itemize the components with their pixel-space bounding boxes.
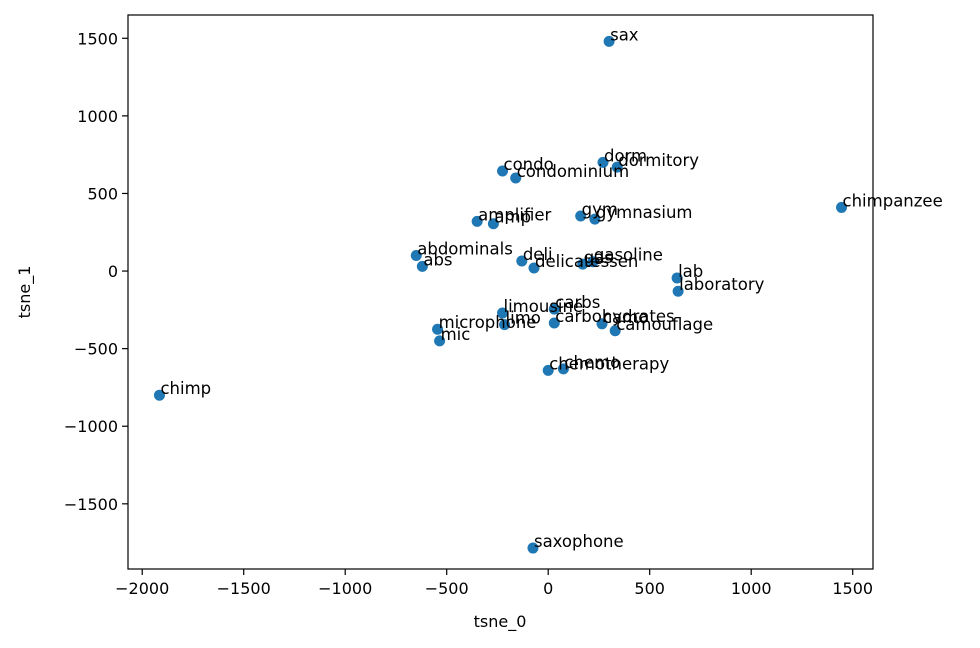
data-point (410, 250, 422, 262)
point-label: abdominals (417, 240, 513, 259)
point-label: laboratory (679, 275, 765, 294)
data-point (587, 256, 599, 268)
x-tick-label: −1500 (217, 579, 271, 598)
y-tick-label: 0 (108, 262, 118, 281)
data-point (603, 35, 615, 47)
point-label: carbs (555, 293, 600, 312)
data-point (575, 210, 587, 222)
y-axis-label: tsne_1 (15, 266, 35, 319)
data-point (487, 218, 499, 230)
data-point (548, 303, 560, 315)
point-label: amplifier (478, 205, 551, 224)
point-label: sax (610, 25, 639, 44)
plot-frame (127, 14, 874, 570)
data-point (528, 262, 540, 274)
data-point (611, 161, 623, 173)
point-label: dormitory (618, 151, 699, 170)
data-point (527, 542, 539, 554)
data-point (542, 364, 554, 376)
x-tick-label: 0 (543, 579, 553, 598)
point-label: lab (678, 262, 703, 281)
x-tick-label: −2000 (115, 579, 169, 598)
data-point (671, 272, 683, 284)
data-point (497, 307, 509, 319)
data-points (153, 35, 848, 554)
data-point (609, 325, 621, 337)
y-tick-label: −1500 (64, 495, 118, 514)
point-label: chimp (160, 379, 211, 398)
point-label: saxophone (534, 532, 624, 551)
point-label: camo (603, 308, 648, 327)
point-label: chemotherapy (549, 354, 669, 373)
y-tick-label: −500 (74, 340, 118, 359)
data-point (557, 363, 569, 375)
point-label: gasoline (594, 246, 663, 265)
x-axis-label: tsne_0 (474, 612, 527, 632)
point-label: condo (504, 155, 554, 174)
point-label: microphone (439, 313, 537, 332)
y-tick-label: 1000 (77, 107, 118, 126)
data-point (497, 165, 509, 177)
data-point (548, 317, 560, 329)
point-label: amp (494, 208, 531, 227)
data-point (672, 285, 684, 297)
point-label: deli (523, 245, 553, 264)
y-axis-ticks: −1500 −1000 −500 0 500 1000 1500 (64, 29, 128, 514)
data-point (416, 260, 428, 272)
data-point (596, 318, 608, 330)
y-tick-label: 500 (87, 184, 118, 203)
x-tick-label: −500 (425, 579, 469, 598)
data-point (589, 213, 601, 225)
data-point (432, 323, 444, 335)
point-label: carbohydrates (555, 307, 674, 326)
data-point (499, 319, 511, 331)
y-tick-label: −1000 (64, 417, 118, 436)
x-tick-label: 500 (634, 579, 665, 598)
x-tick-label: 1500 (832, 579, 873, 598)
point-label: delicatessen (535, 252, 638, 271)
data-point (153, 389, 165, 401)
point-label: limousine (504, 297, 584, 316)
data-point (836, 201, 848, 213)
data-point (471, 215, 483, 227)
point-label: chemo (564, 353, 620, 372)
data-point (434, 335, 446, 347)
data-point (510, 172, 522, 184)
x-tick-label: −1000 (318, 579, 372, 598)
data-point (597, 156, 609, 168)
point-label: gas (584, 248, 613, 267)
point-label: condominium (517, 162, 629, 181)
data-point (577, 258, 589, 270)
x-tick-label: 1000 (731, 579, 772, 598)
x-axis-ticks: −2000 −1500 −1000 −500 0 500 1000 1500 (115, 569, 873, 598)
point-label: mic (441, 325, 471, 344)
point-label: dorm (604, 146, 647, 165)
point-label: abs (423, 250, 452, 269)
point-label: camouflage (616, 315, 713, 334)
point-label: gymnasium (596, 203, 693, 222)
point-label: gym (582, 200, 618, 219)
y-tick-label: 1500 (77, 29, 118, 48)
data-point (516, 255, 528, 267)
point-label: limo (506, 309, 541, 328)
point-label: chimpanzee (843, 191, 943, 210)
